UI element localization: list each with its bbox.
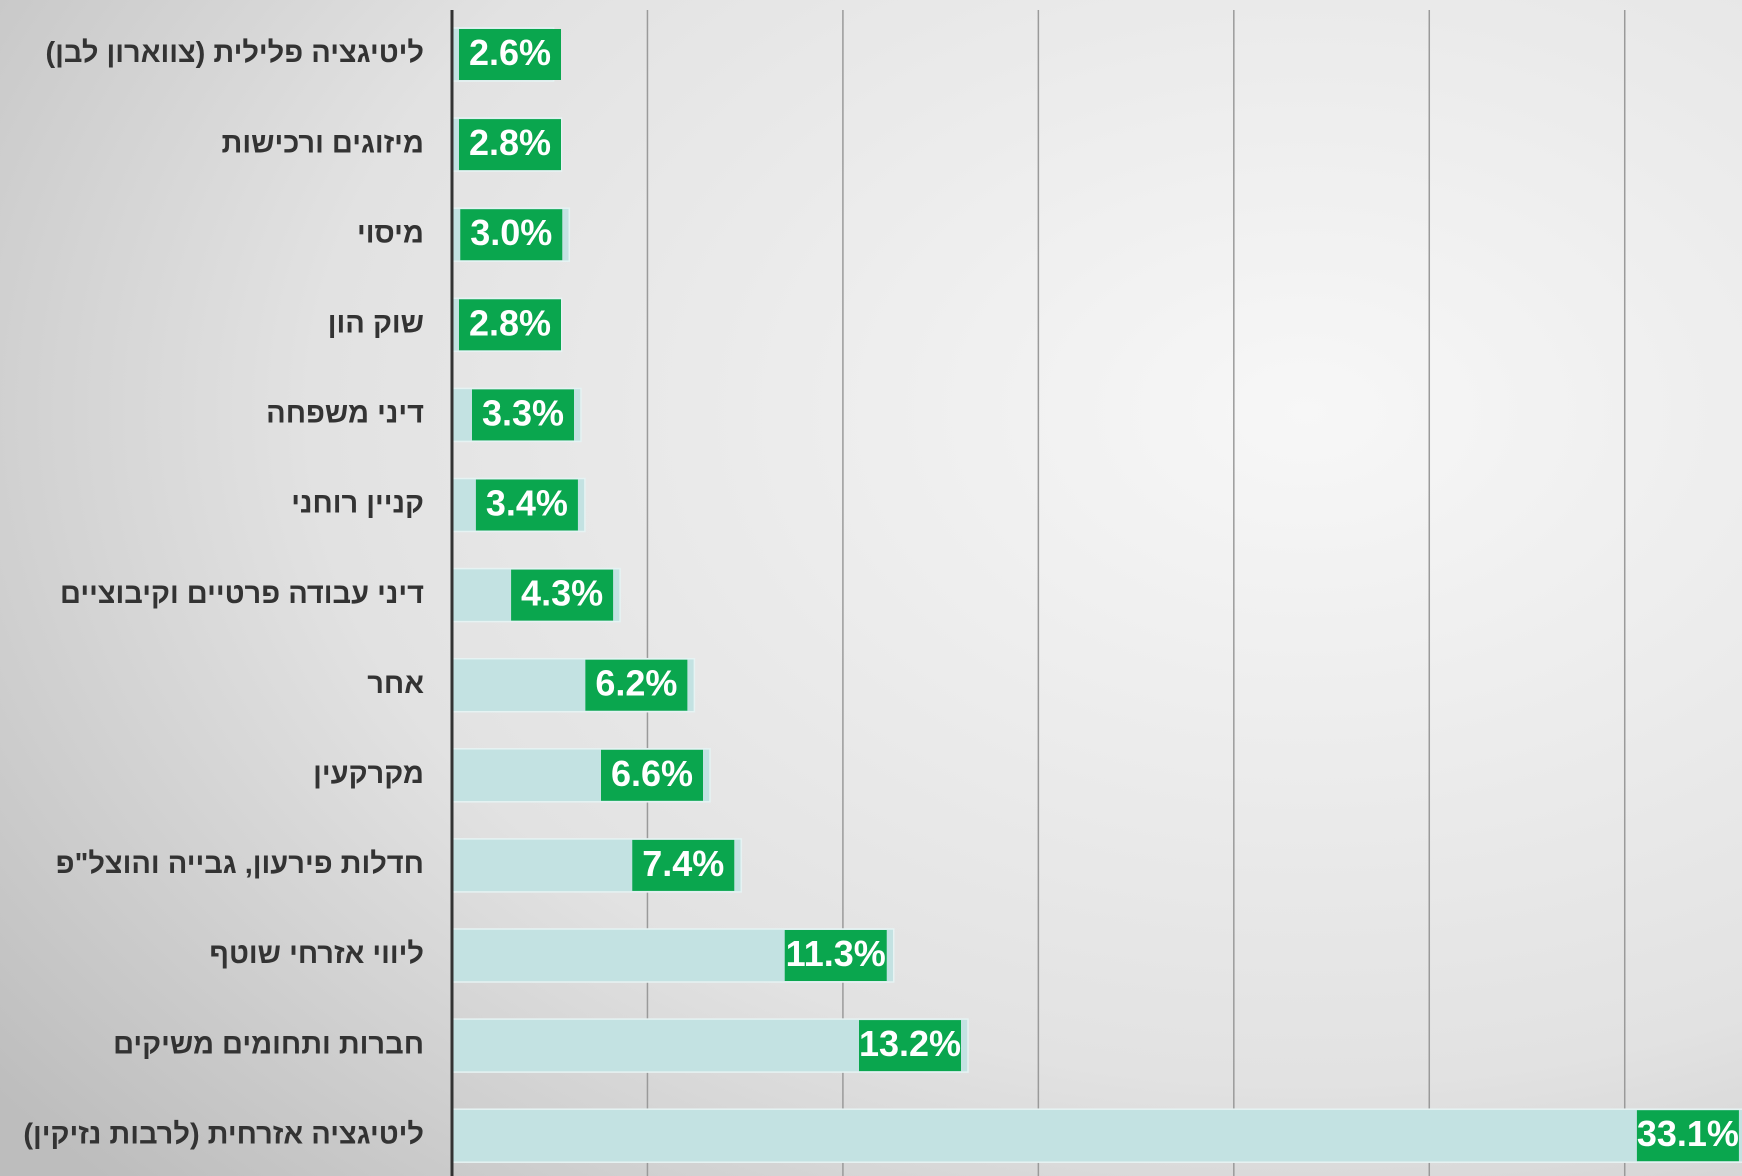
y-tick-label: חדלות פירעון, גבייה והוצל"פ xyxy=(56,848,424,880)
y-tick-label: חברות ותחומים משיקים xyxy=(113,1028,424,1060)
value-label-box xyxy=(859,1020,961,1072)
y-tick-label: דיני משפחה xyxy=(266,398,424,430)
value-label: 2.8% xyxy=(469,302,551,343)
value-label-box xyxy=(475,479,578,531)
value-label: 3.0% xyxy=(470,212,552,253)
bar xyxy=(451,1108,1742,1163)
value-label: 7.4% xyxy=(642,843,724,884)
value-label-box xyxy=(472,389,574,441)
value-label-box xyxy=(585,659,688,711)
value-label-box xyxy=(460,209,563,261)
value-label-box xyxy=(601,749,703,801)
y-tick-label: קניין רוחני xyxy=(291,488,424,520)
value-label-box xyxy=(459,119,561,171)
value-label-box xyxy=(784,930,887,981)
value-label-box xyxy=(511,569,614,621)
y-tick-label: דיני עבודה פרטיים וקיבוציים xyxy=(60,578,424,610)
y-tick-label: מקרקעין xyxy=(313,758,424,790)
value-label: 13.2% xyxy=(859,1023,961,1064)
value-label: 3.3% xyxy=(482,392,564,433)
value-label: 6.2% xyxy=(595,663,677,704)
value-label: 6.6% xyxy=(611,753,693,794)
value-label: 3.4% xyxy=(486,483,568,524)
y-tick-label: מיזוגים ורכישות xyxy=(222,127,424,159)
y-tick-label: מיסוי xyxy=(357,217,424,249)
value-label: 2.8% xyxy=(469,122,551,163)
y-tick-label: ליטיגציה פלילית (צווארון לבן) xyxy=(45,37,424,69)
y-tick-label: שוק הון xyxy=(328,307,424,339)
value-label: 4.3% xyxy=(521,573,603,614)
value-label-box xyxy=(632,839,735,891)
value-label: 2.6% xyxy=(469,32,551,73)
value-label-box xyxy=(1636,1110,1739,1162)
value-label-box xyxy=(459,299,561,351)
value-label-box xyxy=(459,29,561,80)
y-tick-label: אחר xyxy=(367,668,424,700)
y-tick-label: ליווי אזרחי שוטף xyxy=(209,938,424,970)
y-tick-label: ליטיגציה אזרחית (לרבות נזיקין) xyxy=(23,1118,424,1150)
value-label: 33.1% xyxy=(1637,1113,1739,1154)
value-label: 11.3% xyxy=(786,933,886,974)
